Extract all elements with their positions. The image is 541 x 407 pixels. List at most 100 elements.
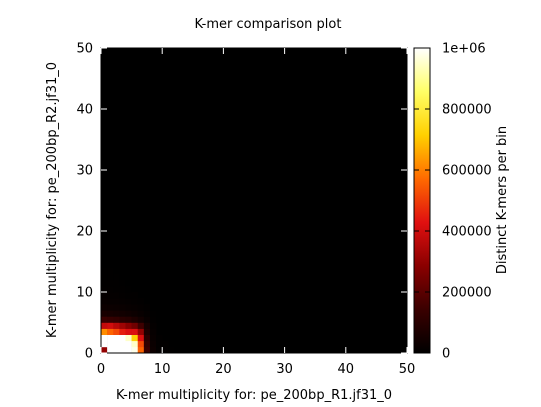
heatmap-cell: [149, 328, 157, 335]
heatmap-cell: [119, 340, 126, 348]
heatmap-cell: [143, 346, 151, 354]
plot-background: [101, 48, 407, 353]
heatmap-cell: [101, 304, 108, 311]
heatmap-cell: [113, 322, 120, 329]
heatmap-cell: [125, 285, 132, 293]
heatmap-cell: [107, 322, 114, 329]
heatmap-cell: [125, 328, 132, 335]
heatmap-cell: [137, 310, 145, 317]
y-axis-label: K-mer multiplicity for: pe_200bp_R2.jf31…: [45, 62, 60, 338]
heatmap-cell: [131, 340, 139, 348]
heatmap-cell: [101, 292, 108, 299]
x-axis-label: K-mer multiplicity for: pe_200bp_R1.jf31…: [116, 388, 392, 403]
heatmap-cell: [143, 340, 151, 348]
heatmap-cell: [149, 310, 157, 317]
heatmap-cell: [125, 346, 132, 354]
heatmap-cell: [125, 310, 132, 317]
heatmap-cell: [113, 310, 120, 317]
heatmap-cell: [143, 316, 151, 323]
heatmap-cell: [101, 346, 108, 354]
y-tick-label: 10: [76, 286, 93, 301]
x-tick-label: 50: [399, 362, 416, 377]
heatmap-cell: [113, 292, 120, 299]
heatmap-cell: [143, 328, 151, 335]
heatmap-cell: [101, 267, 108, 274]
heatmap-cell: [107, 285, 114, 293]
heatmap-cell: [101, 340, 108, 348]
heatmap-cell: [125, 298, 132, 305]
heatmap-cell: [119, 292, 126, 299]
heatmap-cell: [113, 298, 120, 305]
heatmap-cell: [131, 328, 139, 335]
heatmap-cell: [162, 340, 169, 348]
plot-border: [100, 47, 408, 354]
heatmap-cell: [107, 310, 114, 317]
heatmap-cell: [107, 267, 114, 274]
heatmap-cell: [131, 334, 139, 342]
heatmap-cell: [131, 298, 139, 305]
heatmap-cell: [149, 346, 157, 354]
heatmap-cell: [113, 334, 120, 342]
heatmap-cell: [137, 298, 145, 305]
heatmap-cell: [107, 328, 114, 335]
heatmap-cell: [149, 340, 157, 348]
heatmap-cell: [131, 292, 139, 299]
colorbar: [413, 47, 431, 354]
heatmap-cell: [131, 346, 139, 354]
plot-frame: [100, 47, 408, 354]
heatmap-cell: [113, 316, 120, 323]
heatmap-cell: [119, 328, 126, 335]
heatmap-cell: [156, 334, 163, 342]
y-tick-label: 40: [76, 103, 93, 118]
heatmap-cell: [137, 340, 145, 348]
heatmap-cell: [168, 346, 175, 354]
heatmap-cell: [107, 292, 114, 299]
heatmap-cell: [107, 298, 114, 305]
y-tick-label: 30: [76, 164, 93, 179]
heatmap-cell: [101, 273, 108, 281]
heatmap-cell: [119, 298, 126, 305]
heatmap-cell: [149, 322, 157, 329]
colorbar-tick-label: 800000: [442, 103, 492, 118]
heatmap-cell: [131, 316, 139, 323]
chart-title: K-mer comparison plot: [195, 17, 342, 32]
colorbar-ticks: 0 200000 400000 600000 800000 1e+06: [414, 42, 492, 362]
x-axis-ticks: 0 10 20 30 40 50: [97, 48, 415, 377]
y-tick-label: 50: [76, 42, 93, 57]
heatmap-cell: [131, 310, 139, 317]
heatmap-cell: [143, 334, 151, 342]
heatmap-cell: [113, 328, 120, 335]
x-tick-label: 10: [154, 362, 171, 377]
heatmap-cell: [101, 322, 108, 329]
heatmap-cell: [125, 304, 132, 311]
heatmap-cell: [101, 316, 108, 323]
heatmap-cell: [125, 292, 132, 299]
colorbar-label: Distinct K-mers per bin: [495, 126, 510, 274]
heatmap-cell: [119, 279, 126, 287]
heatmap-cell: [119, 304, 126, 311]
heatmap-cell: [107, 304, 114, 311]
colorbar-tick-label: 200000: [442, 286, 492, 301]
heatmap-cell: [131, 304, 139, 311]
heatmap-cell: [113, 273, 120, 281]
heatmap-cell: [101, 285, 108, 293]
heatmap-cell: [143, 304, 151, 311]
heatmap-cell: [107, 316, 114, 323]
heatmap-cell: [119, 322, 126, 329]
heatmap-cell: [113, 340, 120, 348]
heatmap-cell: [113, 279, 120, 287]
heatmap-cell: [131, 322, 139, 329]
heatmap-cell: [143, 322, 151, 329]
heatmap-cell: [156, 340, 163, 348]
colorbar-tick-label: 600000: [442, 164, 492, 179]
heatmap-cells: [101, 267, 175, 354]
heatmap-cell: [113, 346, 120, 354]
heatmap-cell: [125, 316, 132, 323]
heatmap-cell: [101, 328, 108, 335]
heatmap-cell: [119, 316, 126, 323]
heatmap-cell: [125, 322, 132, 329]
heatmap-cell: [125, 334, 132, 342]
y-tick-label: 20: [76, 225, 93, 240]
heatmap-cell: [149, 316, 157, 323]
heatmap-cell: [125, 340, 132, 348]
